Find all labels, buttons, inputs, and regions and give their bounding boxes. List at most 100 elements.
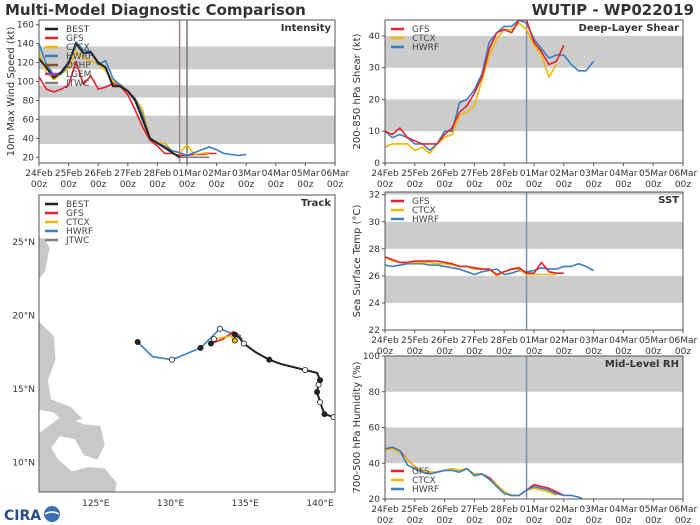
shaded-band: [385, 356, 683, 392]
panel-intensity: 2040608010012014016024Feb00z25Feb00z26Fe…: [6, 19, 350, 190]
legend-label: CTCX: [66, 218, 90, 228]
x-tick-date: 04Mar: [609, 505, 638, 515]
y-tick-label: 160: [17, 21, 34, 31]
x-tick-hour: 00z: [149, 180, 165, 190]
y-tick-label: 20: [369, 95, 381, 105]
shaded-band: [385, 192, 683, 195]
panel-rh: 2040608010024Feb00z25Feb00z26Feb00z27Feb…: [352, 352, 698, 525]
x-tick-hour: 00z: [437, 347, 453, 357]
x-tick-hour: 00z: [556, 180, 572, 190]
x-tick-hour: 00z: [377, 516, 393, 525]
legend-label: CTCX: [412, 476, 436, 486]
x-tick-date: 02Mar: [550, 336, 579, 346]
x-tick-hour: 00z: [407, 347, 423, 357]
legend-label: GFS: [412, 25, 430, 35]
track-point-hwrf: [169, 356, 176, 363]
y-tick-label: 24: [369, 299, 381, 309]
x-tick-date: 26Feb: [431, 505, 459, 515]
x-tick-date: 24Feb: [371, 505, 399, 515]
latitude-label: 15°N: [12, 385, 35, 395]
y-axis-label: Sea Surface Temp (°C): [352, 205, 363, 318]
x-tick-date: 05Mar: [639, 336, 668, 346]
panel-label: Track: [301, 198, 331, 209]
y-tick-label: 40: [369, 32, 381, 42]
x-tick-hour: 00z: [466, 180, 482, 190]
legend-label: HWRF: [412, 43, 439, 53]
x-tick-hour: 00z: [586, 180, 602, 190]
track-point-best: [266, 356, 273, 363]
y-tick-label: 10: [369, 127, 381, 137]
x-tick-hour: 00z: [179, 180, 195, 190]
x-tick-hour: 00z: [61, 180, 77, 190]
y-tick-label: 28: [369, 245, 381, 255]
x-tick-date: 03Mar: [579, 169, 608, 179]
legend-label: JTWC: [65, 236, 89, 246]
x-tick-date: 25Feb: [401, 169, 429, 179]
legend-label: BEST: [66, 200, 90, 210]
x-tick-date: 28Feb: [491, 336, 519, 346]
legend-label: HWRF: [66, 227, 93, 237]
legend-label: CTCX: [66, 43, 90, 53]
shaded-band: [385, 221, 683, 249]
legend-label: CTCX: [412, 34, 436, 44]
x-tick-date: 25Feb: [401, 505, 429, 515]
series-line-hwrf: [385, 262, 594, 276]
x-tick-hour: 00z: [377, 180, 393, 190]
panel-label: Mid-Level RH: [605, 359, 679, 370]
legend-label: GFS: [412, 467, 430, 477]
x-tick-date: 26Feb: [431, 336, 459, 346]
x-tick-hour: 00z: [645, 180, 661, 190]
panel-label: Intensity: [281, 23, 332, 34]
legend-label: LGEM: [66, 70, 91, 80]
panel-label: Deep-Layer Shear: [579, 23, 680, 34]
x-tick-hour: 00z: [377, 347, 393, 357]
shaded-band: [385, 427, 683, 464]
x-tick-hour: 00z: [496, 180, 512, 190]
y-axis-label: 700-500 hPa Humidity (%): [352, 361, 363, 493]
legend-label: HWRF: [66, 52, 93, 62]
y-axis-label: 10m Max Wind Speed (kt): [6, 26, 17, 156]
x-tick-hour: 00z: [526, 516, 542, 525]
track-line-hwrf: [137, 327, 240, 361]
x-tick-hour: 00z: [90, 180, 106, 190]
panel-track: 125°E 130°E 135°E 140°E 10°N 15°N 20°N 25°N Trac…: [12, 194, 336, 509]
track-point-best: [231, 331, 238, 338]
y-tick-label: 30: [369, 218, 381, 228]
panel-sst: 22242628303224Feb00z25Feb00z26Feb00z27Fe…: [352, 191, 698, 357]
x-tick-date: 02Mar: [550, 505, 579, 515]
series-line-gfs: [385, 256, 564, 276]
cira-logo: CIRA: [4, 506, 60, 524]
x-tick-hour: 00z: [586, 347, 602, 357]
x-tick-hour: 00z: [496, 347, 512, 357]
x-tick-hour: 00z: [297, 180, 313, 190]
x-tick-date: 25Feb: [55, 169, 83, 179]
track-point-best: [240, 340, 247, 347]
x-tick-date: 01Mar: [520, 169, 549, 179]
legend-label: GFS: [412, 197, 430, 207]
x-tick-date: 03Mar: [579, 505, 608, 515]
x-tick-date: 26Feb: [431, 169, 459, 179]
x-tick-hour: 00z: [407, 516, 423, 525]
x-tick-hour: 00z: [209, 180, 225, 190]
y-tick-label: 100: [17, 78, 34, 88]
series-line-hwrf: [385, 446, 585, 499]
x-tick-date: 04Mar: [262, 169, 291, 179]
x-tick-hour: 00z: [645, 347, 661, 357]
y-tick-label: 0: [374, 159, 380, 169]
x-tick-date: 27Feb: [461, 336, 489, 346]
x-tick-date: 06Mar: [669, 336, 698, 346]
panel-label: SST: [658, 195, 679, 206]
x-tick-date: 04Mar: [609, 169, 638, 179]
figure-title: Multi-Model Diagnostic Comparison: [5, 1, 306, 19]
x-tick-date: 01Mar: [520, 505, 549, 515]
x-tick-date: 03Mar: [232, 169, 261, 179]
x-tick-date: 24Feb: [25, 169, 53, 179]
y-tick-label: 26: [369, 272, 381, 282]
legend-label: DSHP: [66, 61, 91, 71]
x-tick-date: 01Mar: [520, 336, 549, 346]
y-tick-label: 32: [369, 191, 380, 201]
x-tick-date: 05Mar: [639, 505, 668, 515]
legend-label: CTCX: [412, 206, 436, 216]
x-tick-date: 02Mar: [202, 169, 231, 179]
